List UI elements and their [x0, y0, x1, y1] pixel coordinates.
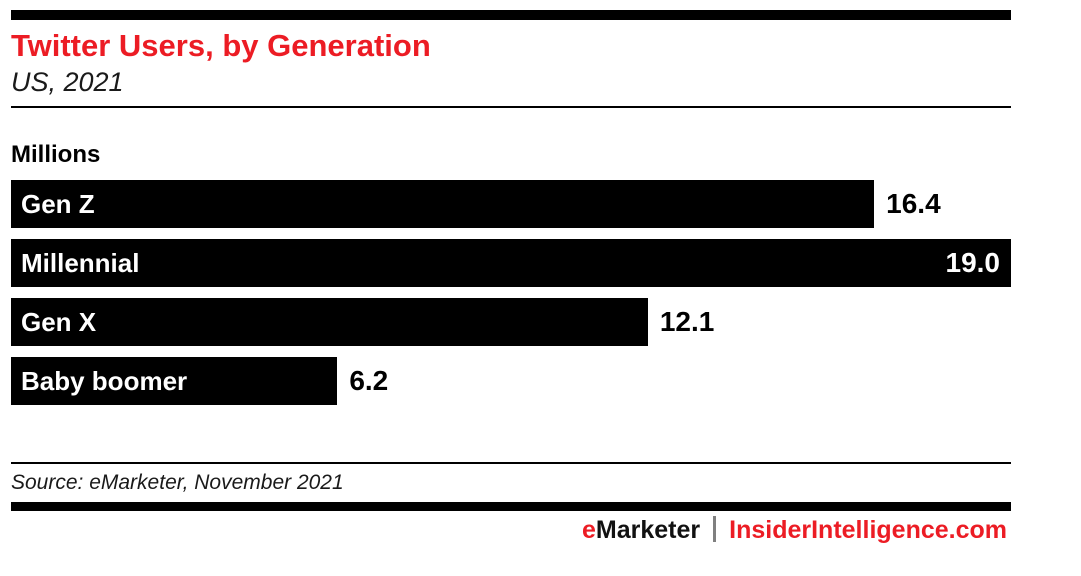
chart-title: Twitter Users, by Generation	[11, 28, 431, 63]
bar-category-label: Gen Z	[21, 188, 95, 219]
bar-value-label: 16.4	[886, 188, 941, 219]
source-divider-line	[11, 462, 1011, 464]
bar-row: Gen X 12.1	[11, 298, 1011, 346]
bar-chart: Gen Z 16.4 Millennial 19.0 Gen X 12.1 Baby boo…	[11, 180, 1011, 405]
bar-category-label: Millennial	[21, 247, 140, 278]
bar-row: Millennial 19.0	[11, 239, 1011, 287]
bar-row: Baby boomer 6.2	[11, 357, 1011, 405]
bar-category-label: Gen X	[21, 306, 97, 337]
source-note: Source: eMarketer, November 2021	[11, 471, 344, 494]
bar-row: Gen Z 16.4	[11, 180, 1011, 228]
header-divider-line	[11, 106, 1011, 108]
emarketer-logo: eMarketer	[582, 516, 700, 544]
bar-millennial: Millennial 19.0	[11, 239, 1011, 287]
bar-value-label: 12.1	[659, 306, 715, 337]
units-label: Millions	[11, 141, 101, 168]
bar-gen-x: Gen X	[11, 298, 648, 346]
brand-divider	[713, 516, 717, 542]
bar-value-label: 19.0	[945, 247, 1001, 278]
footer-accent-bar	[11, 502, 1011, 511]
emarketer-logo-rest: Marketer	[595, 516, 701, 544]
bar-baby-boomer: Baby boomer	[11, 357, 338, 405]
bar-value-label: 6.2	[349, 365, 389, 396]
brand-footer: eMarketer InsiderIntelligence.com	[11, 516, 1011, 544]
bar-category-label: Baby boomer	[21, 365, 188, 396]
chart-subtitle: US, 2021	[11, 67, 124, 97]
bar-gen-z: Gen Z	[11, 180, 875, 228]
top-accent-bar	[11, 10, 1011, 20]
chart-content: Twitter Users, by Generation US, 2021 Mi…	[11, 0, 1011, 544]
emarketer-logo-e: e	[582, 516, 596, 544]
insider-intelligence-link[interactable]: InsiderIntelligence.com	[729, 516, 1007, 544]
